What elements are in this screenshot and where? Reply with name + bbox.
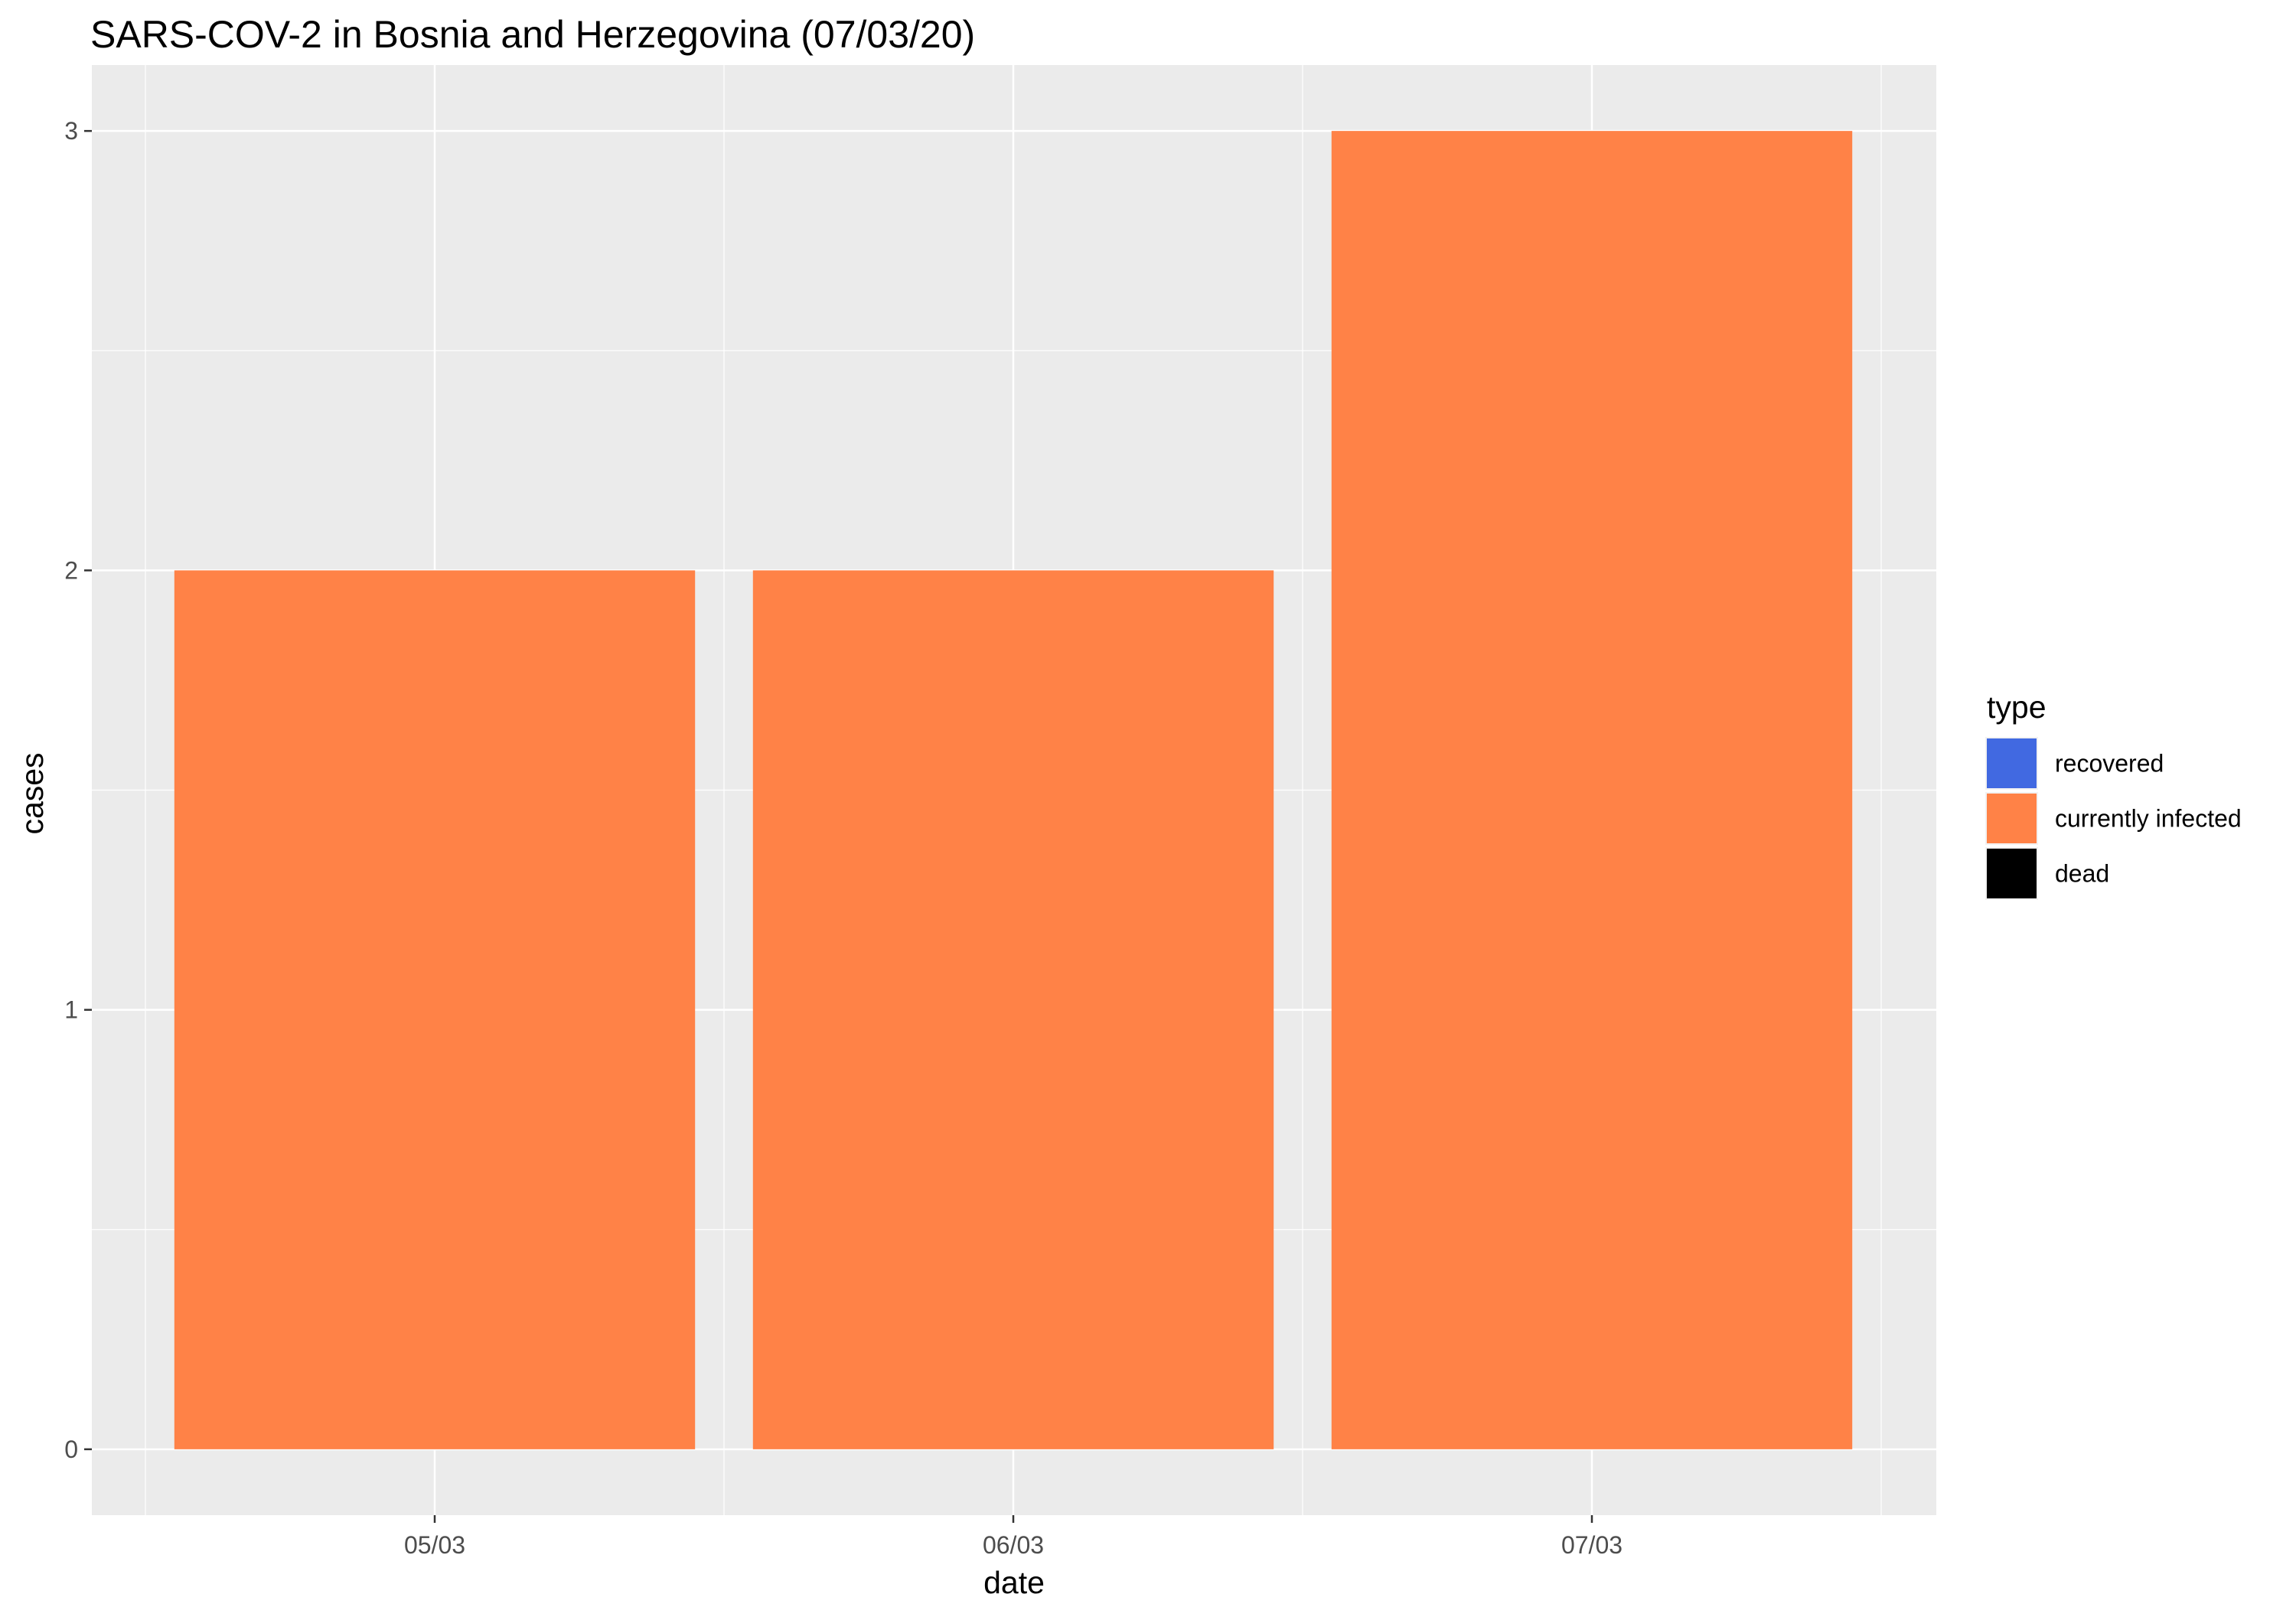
legend-items: recovered currently infected dead [1985,737,2242,900]
x-tick-label: 05/03 [404,1531,465,1559]
legend-key-recovered [1987,738,2037,788]
x-axis-ticks: 05/03 06/03 07/03 [404,1515,1623,1559]
legend-label: currently infected [2055,805,2242,833]
y-tick-label: 3 [64,117,78,145]
bar-currently-infected-2 [1331,131,1853,1449]
bar-currently-infected-1 [752,570,1274,1449]
y-axis-title: cases [15,752,50,834]
bars [174,131,1853,1449]
legend-label: dead [2055,860,2109,888]
chart-title: SARS-COV-2 in Bosnia and Herzegovina (07… [90,13,975,56]
legend-label: recovered [2055,750,2164,777]
legend-key-dead [1987,849,2037,898]
legend-title: type [1987,689,2047,725]
y-tick-label: 0 [64,1436,78,1463]
legend: type recovered currently infected dead [1985,689,2242,900]
x-axis-title: date [983,1565,1045,1600]
x-tick-label: 06/03 [983,1531,1044,1559]
bar-currently-infected-0 [174,570,696,1449]
x-tick-label: 07/03 [1561,1531,1623,1559]
y-axis-ticks: 0 1 2 3 [64,117,92,1463]
y-tick-label: 2 [64,556,78,584]
y-tick-label: 1 [64,996,78,1024]
legend-key-currently-infected [1987,794,2037,843]
